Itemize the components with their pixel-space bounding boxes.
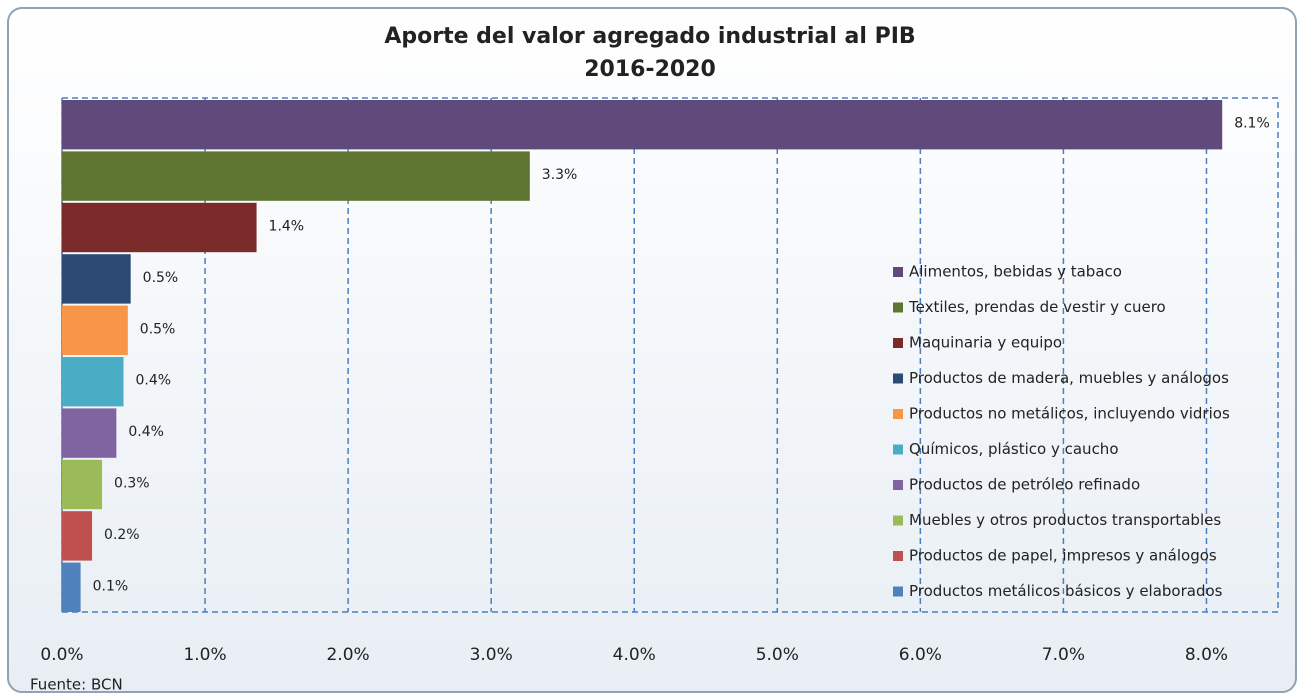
bar (62, 202, 257, 253)
data-label: 1.4% (269, 219, 305, 235)
legend-swatch (893, 373, 903, 384)
legend-swatch (893, 267, 903, 277)
bar (62, 511, 93, 561)
legend-swatch (893, 551, 903, 561)
data-label: 0.2% (104, 527, 140, 543)
legend-label: Textiles, prendas de vestir y cuero (908, 298, 1166, 316)
x-tick-label: 0.0% (40, 645, 83, 665)
bar (62, 305, 128, 355)
legend-label: Muebles y otros productos transportables (909, 511, 1221, 529)
legend-swatch (893, 338, 903, 348)
bar (62, 408, 117, 458)
bar (62, 151, 530, 201)
data-label: 0.1% (93, 578, 129, 594)
x-tick-label: 1.0% (183, 645, 226, 665)
bar (62, 357, 124, 407)
legend-label: Productos de madera, muebles y análogos (909, 369, 1229, 387)
x-tick-label: 4.0% (613, 645, 656, 665)
data-label: 0.4% (136, 373, 172, 389)
legend-swatch (893, 302, 903, 313)
x-tick-label: 2.0% (327, 645, 370, 665)
data-label: 3.3% (542, 167, 578, 183)
chart-subtitle: 2016-2020 (584, 57, 716, 82)
x-tick-label: 8.0% (1185, 645, 1228, 665)
legend-label: Productos metálicos básicos y elaborados (909, 582, 1223, 600)
legend-label: Maquinaria y equipo (909, 334, 1062, 352)
legend-swatch (893, 409, 903, 419)
x-tick-label: 5.0% (756, 645, 799, 665)
legend-label: Químicos, plástico y caucho (909, 440, 1119, 458)
legend-swatch (893, 515, 903, 526)
legend-swatch (893, 586, 903, 597)
x-tick-label: 3.0% (470, 645, 513, 665)
bar (62, 100, 1223, 150)
data-label: 0.5% (140, 321, 176, 337)
legend-label: Productos de petróleo refinado (909, 476, 1140, 494)
data-label: 0.4% (128, 424, 164, 440)
x-tick-label: 6.0% (899, 645, 942, 665)
legend-label: Productos no metálicos, incluyendo vidri… (909, 405, 1230, 423)
x-tick-label: 7.0% (1042, 645, 1085, 665)
bar (62, 459, 103, 510)
legend-label: Alimentos, bebidas y tabaco (909, 263, 1122, 281)
bar (62, 562, 81, 612)
bar (62, 254, 131, 304)
chart-title: Aporte del valor agregado industrial al … (384, 24, 915, 49)
data-label: 0.3% (114, 476, 150, 492)
legend-label: Productos de papel, impresos y análogos (909, 547, 1217, 565)
data-label: 0.5% (143, 270, 179, 286)
data-label: 8.1% (1234, 116, 1270, 132)
source-note: Fuente: BCN (30, 676, 123, 694)
legend-swatch (893, 480, 903, 490)
legend-swatch (893, 444, 903, 455)
